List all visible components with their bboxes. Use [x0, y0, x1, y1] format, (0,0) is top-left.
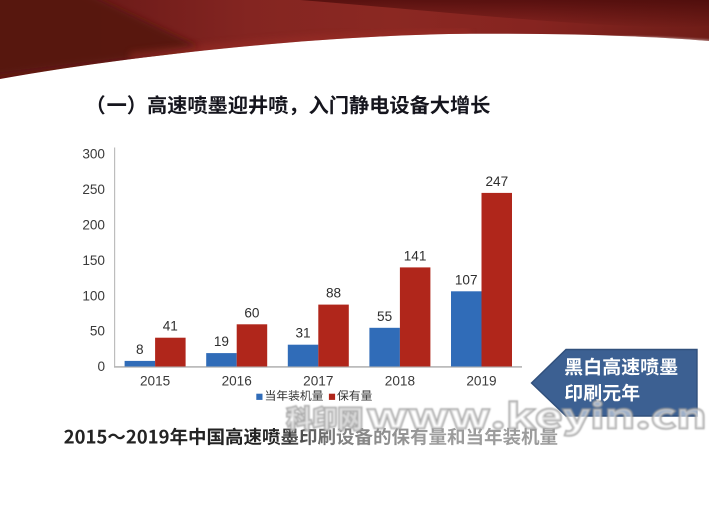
svg-text:250: 250: [82, 182, 105, 197]
svg-text:150: 150: [82, 253, 105, 268]
svg-text:2017: 2017: [303, 373, 333, 388]
svg-text:100: 100: [82, 288, 105, 303]
svg-text:55: 55: [377, 309, 392, 324]
svg-text:19: 19: [214, 334, 229, 349]
svg-text:2019: 2019: [466, 373, 496, 388]
svg-text:107: 107: [455, 272, 478, 287]
svg-text:60: 60: [244, 305, 260, 320]
svg-text:2015: 2015: [140, 373, 170, 388]
svg-text:2016: 2016: [222, 373, 252, 388]
svg-text:0: 0: [97, 359, 105, 374]
svg-text:88: 88: [326, 286, 341, 301]
svg-text:141: 141: [404, 248, 427, 263]
svg-text:2018: 2018: [385, 373, 415, 388]
svg-text:31: 31: [295, 326, 310, 341]
svg-text:200: 200: [82, 218, 105, 233]
svg-text:41: 41: [163, 319, 178, 334]
svg-text:247: 247: [485, 174, 508, 189]
svg-text:300: 300: [82, 147, 105, 162]
svg-text:8: 8: [136, 342, 144, 357]
svg-text:50: 50: [90, 324, 106, 339]
